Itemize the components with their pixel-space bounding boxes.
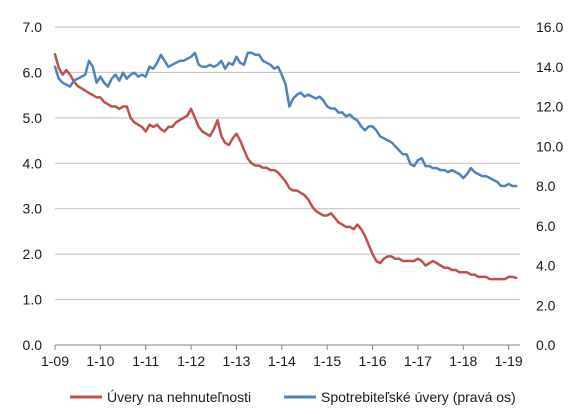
series-lines (53, 51, 518, 281)
axes (54, 345, 510, 350)
x-tick-label: 1-15 (313, 353, 341, 369)
x-tick-label: 1-09 (41, 353, 69, 369)
left-axis-tick-labels: 0.0 1.0 2.0 3.0 4.0 5.0 6.0 7.0 (23, 19, 43, 353)
x-tick-label: 1-10 (86, 353, 114, 369)
x-tick-label: 1-18 (449, 353, 477, 369)
x-tick-label: 1-16 (359, 353, 387, 369)
x-tick-label: 1-19 (495, 353, 523, 369)
right-axis-tick-labels: 0.0 2.0 4.0 6.0 8.0 10.0 12.0 14.0 16.0 (536, 19, 563, 353)
right-tick-label: 4.0 (536, 258, 556, 274)
series-line-housing-loans (53, 53, 518, 281)
left-tick-label: 2.0 (23, 246, 43, 262)
right-tick-label: 12.0 (536, 99, 563, 115)
right-tick-label: 16.0 (536, 19, 563, 35)
left-tick-label: 6.0 (23, 64, 43, 80)
left-tick-label: 4.0 (23, 155, 43, 171)
left-tick-label: 3.0 (23, 201, 43, 217)
series-line-consumer-loans (53, 51, 518, 188)
x-tick-label: 1-11 (132, 353, 159, 369)
right-tick-label: 2.0 (536, 297, 556, 313)
right-tick-label: 0.0 (536, 337, 556, 353)
x-tick-label: 1-17 (404, 353, 432, 369)
right-tick-label: 10.0 (536, 138, 563, 154)
x-tick-label: 1-13 (222, 353, 250, 369)
left-tick-label: 0.0 (23, 337, 43, 353)
left-tick-label: 1.0 (23, 292, 43, 308)
legend-label-consumer-loans: Spotrebiteľské úvery (pravá os) (321, 389, 516, 405)
x-axis-tick-labels: 1-09 1-10 1-11 1-12 1-13 1-14 1-15 1-16 1-17 1-18… (41, 353, 523, 369)
x-tick-label: 1-14 (268, 353, 296, 369)
x-tick-label: 1-12 (177, 353, 205, 369)
left-tick-label: 5.0 (23, 110, 43, 126)
legend-label-housing-loans: Úvery na nehnuteľnosti (107, 389, 251, 405)
right-tick-label: 8.0 (536, 178, 556, 194)
left-tick-label: 7.0 (23, 19, 43, 35)
right-tick-label: 14.0 (536, 59, 563, 75)
right-tick-label: 6.0 (536, 218, 556, 234)
legend: Úvery na nehnuteľnosti Spotrebiteľské úv… (70, 389, 516, 405)
